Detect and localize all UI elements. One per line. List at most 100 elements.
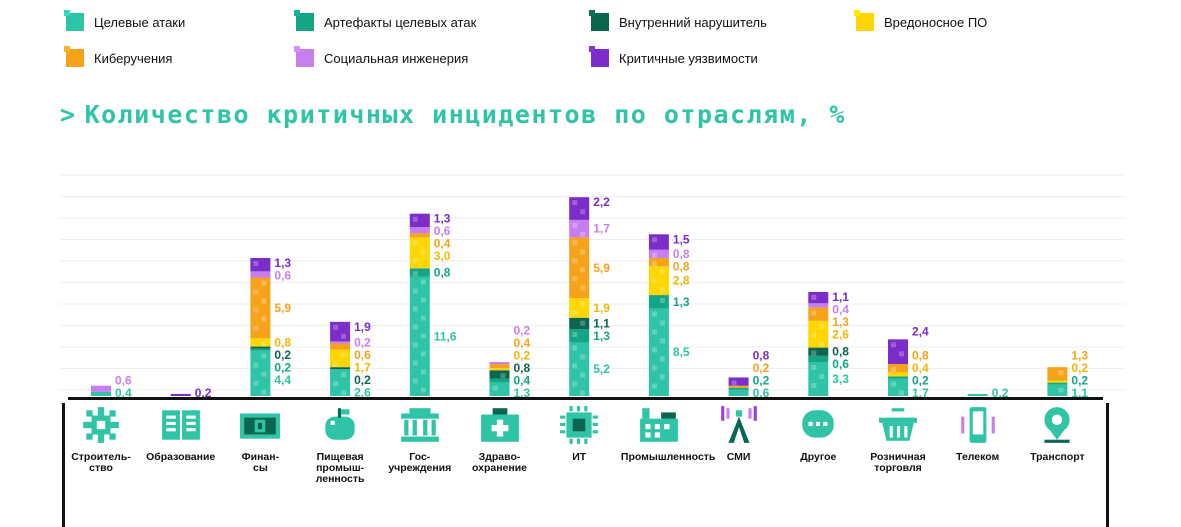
data-label: 0,2 (753, 374, 770, 388)
bar-pixel (659, 269, 665, 275)
bar-stack (489, 362, 510, 396)
bar-pixel (261, 371, 267, 377)
bar-segment (569, 298, 590, 318)
bar-segment (808, 320, 829, 348)
bar-pixel (651, 365, 657, 371)
legend-label: Критичные уязвимости (619, 50, 758, 66)
category-item: Пищевая промыш- ленность (302, 404, 378, 485)
bar-pixel (1058, 370, 1064, 376)
bar-pixel (572, 276, 578, 282)
gear-icon (83, 407, 119, 443)
bar-segment (728, 387, 749, 390)
bar-pixel (811, 365, 817, 371)
category-item: ИТ (541, 404, 617, 463)
data-label: 0,8 (673, 259, 690, 273)
legend-item: Киберучения (66, 48, 172, 68)
data-label: 0,6 (434, 224, 451, 238)
data-label: 2,6 (354, 385, 371, 399)
category-item: Образование (143, 404, 219, 463)
bar-segment (330, 369, 351, 396)
bar-pixel (261, 353, 267, 359)
legend: Целевые атаки Артефакты целевых атак Внутр… (66, 8, 1126, 72)
bar-pixel (333, 381, 339, 387)
bar-pixel (580, 267, 586, 273)
legend-item: Социальная инженерия (296, 48, 468, 68)
bar-segment (728, 385, 749, 388)
bar-pixel (580, 390, 586, 396)
data-label: 0,2 (274, 348, 291, 362)
legend-label: Социальная инженерия (324, 50, 469, 66)
bar-pixel (412, 306, 418, 312)
bar-segment (489, 378, 510, 383)
legend-label: Артефакты целевых атак (324, 14, 477, 30)
data-label: 1,3 (673, 295, 690, 309)
data-label: 0,4 (832, 302, 849, 316)
bar-segment (250, 350, 271, 396)
bar-pixel (651, 329, 657, 335)
bar-segment (569, 342, 590, 396)
bar-pixel (261, 298, 267, 304)
category-label: Гос- учреждения (388, 451, 452, 474)
government-building-icon (400, 408, 439, 442)
category-label: Розничная торговля (870, 451, 926, 474)
legend-swatch (856, 13, 874, 31)
bar-segment (489, 368, 510, 371)
bar-pixel (572, 258, 578, 264)
data-label: 1,3 (514, 386, 531, 400)
data-label: 0,2 (514, 324, 531, 338)
data-label: 1,9 (354, 320, 371, 334)
legend-swatch (66, 13, 84, 31)
category-item: Финан- сы (222, 404, 298, 474)
bar-stack (967, 393, 988, 396)
bar-segment (569, 197, 590, 220)
bar-segment (250, 257, 271, 272)
bar-segment (1047, 384, 1068, 396)
data-label: 0,2 (354, 335, 371, 349)
data-label: 0,8 (274, 335, 291, 349)
factory-icon (639, 408, 678, 442)
bar-pixel (659, 356, 665, 362)
bar-pixel (333, 361, 339, 367)
chart-title: > Количество критичных инцидентов по отра… (60, 100, 846, 129)
bar-segment (330, 321, 351, 342)
bar-segment (409, 237, 430, 269)
bar-pixel (341, 352, 347, 358)
data-label: 0,2 (1071, 361, 1088, 375)
bar-segment (648, 249, 669, 258)
data-label: 0,8 (434, 265, 451, 279)
category-label: Телеком (956, 451, 1000, 463)
bar-stack (250, 257, 271, 396)
bar-segment (888, 364, 908, 373)
bar-pixel (651, 260, 657, 266)
bar-pixel (420, 333, 426, 339)
data-label: 11,6 (434, 329, 457, 343)
bar-segment (1047, 367, 1068, 381)
data-label: 0,6 (753, 386, 770, 400)
bar-stack (1047, 367, 1068, 396)
bar-pixel (572, 222, 578, 228)
bar-pixel (492, 385, 498, 391)
bar-pixel (412, 271, 418, 277)
bar-segment (330, 367, 351, 370)
bar-segment (1047, 382, 1068, 385)
bar-segment (808, 347, 829, 356)
bar-pixel (261, 316, 267, 322)
bar-segment (250, 348, 271, 351)
bar-pixel (811, 332, 817, 338)
category-label: Образование (146, 451, 216, 463)
category-label: Промышленность (620, 451, 716, 463)
category-label: Пищевая промыш- ленность (315, 451, 365, 485)
bar-pixel (412, 360, 418, 366)
legend-item: Внутренний нарушитель (591, 12, 767, 32)
bar-pixel (811, 294, 817, 300)
bar-segment (250, 271, 271, 278)
data-label: 0,2 (514, 349, 531, 363)
bar-segment (409, 268, 430, 277)
bar-pixel (580, 209, 586, 215)
category-item: СМИ (701, 404, 777, 463)
bar-pixel (580, 231, 586, 237)
bar-segment (888, 376, 908, 379)
bar-pixel (333, 324, 339, 330)
bar-segment (330, 341, 351, 344)
chip-icon (560, 406, 599, 444)
